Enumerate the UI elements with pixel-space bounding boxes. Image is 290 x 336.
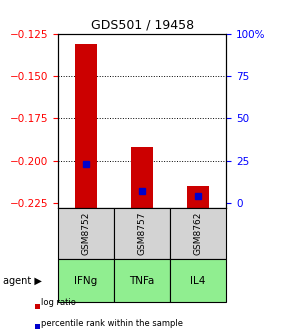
Text: percentile rank within the sample: percentile rank within the sample <box>41 319 183 328</box>
Bar <box>187 186 209 208</box>
Bar <box>131 147 153 208</box>
Text: log ratio: log ratio <box>41 298 75 307</box>
Bar <box>114 208 170 259</box>
Text: GSM8762: GSM8762 <box>194 212 203 255</box>
Text: IL4: IL4 <box>191 276 206 286</box>
Text: GSM8752: GSM8752 <box>81 212 90 255</box>
Text: GSM8757: GSM8757 <box>137 212 147 255</box>
Text: TNFa: TNFa <box>129 276 155 286</box>
Bar <box>58 259 114 302</box>
Text: IFNg: IFNg <box>75 276 98 286</box>
Bar <box>170 259 226 302</box>
Bar <box>170 208 226 259</box>
Bar <box>58 208 114 259</box>
Title: GDS501 / 19458: GDS501 / 19458 <box>90 18 194 31</box>
Bar <box>75 44 97 208</box>
Text: agent ▶: agent ▶ <box>3 276 42 286</box>
Bar <box>114 259 170 302</box>
